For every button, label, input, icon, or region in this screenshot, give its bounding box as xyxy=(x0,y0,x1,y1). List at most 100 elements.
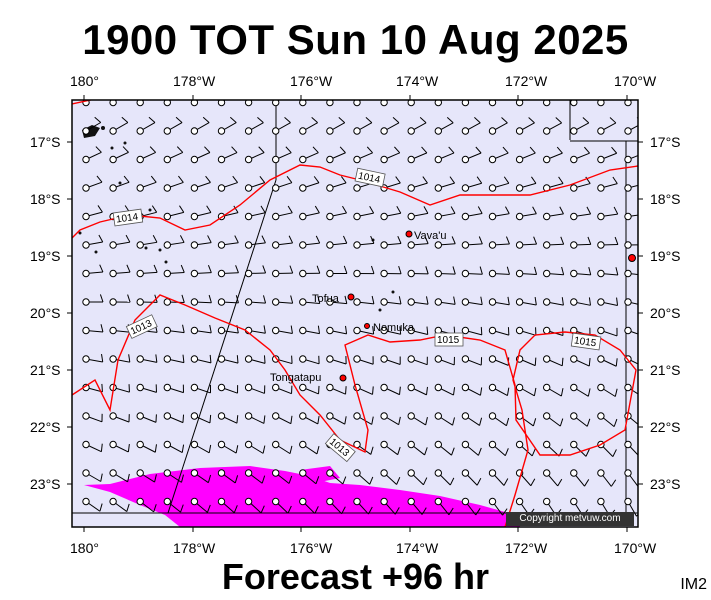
grid-point xyxy=(272,412,280,420)
grid-point xyxy=(380,241,388,249)
grid-point xyxy=(163,241,172,249)
grid-point xyxy=(407,355,415,363)
wind-barb-feather xyxy=(395,176,401,184)
wind-barb-feather xyxy=(392,88,398,93)
wind-barb-feather xyxy=(502,146,509,154)
grid-point xyxy=(570,184,578,192)
wind-barb-feather xyxy=(643,267,645,275)
grid-point xyxy=(136,440,144,449)
grid-point xyxy=(136,355,144,363)
wind-barb-feather xyxy=(233,205,239,213)
grid-point xyxy=(82,326,90,335)
grid-point xyxy=(326,184,334,192)
wind-barb-feather xyxy=(181,294,185,303)
grid-point xyxy=(407,298,415,306)
wind-barb-feather xyxy=(342,205,347,214)
wind-barb-feather xyxy=(615,267,619,276)
grid-point xyxy=(190,355,199,363)
grid-point xyxy=(407,469,415,477)
grid-point xyxy=(190,412,199,420)
grid-point xyxy=(353,269,361,278)
wind-barb-feather xyxy=(175,116,183,123)
grid-point xyxy=(109,326,117,335)
right-lat-label: 23°S xyxy=(650,476,681,492)
wind-barb-feather xyxy=(208,294,212,303)
grid-point xyxy=(407,383,415,392)
grid-point xyxy=(515,440,524,449)
wind-barb-feather xyxy=(425,296,429,305)
wind-barb-feather xyxy=(232,175,239,183)
wind-barb-feather xyxy=(288,235,294,244)
wind-barb-feather xyxy=(100,473,103,482)
grid-point xyxy=(488,497,497,506)
wind-barb-feather xyxy=(477,447,482,456)
grid-point xyxy=(515,383,524,392)
wind-barb-feather xyxy=(340,176,347,184)
wind-barb-feather xyxy=(100,443,103,452)
wind-barb-feather xyxy=(559,206,564,215)
grid-point xyxy=(461,497,470,506)
wind-barb-feather xyxy=(372,326,375,335)
wind-barb-feather xyxy=(504,448,509,456)
isobar-label-group: 1014 1014 1013 1015 1015 1013 xyxy=(112,167,602,463)
right-lat-label: 21°S xyxy=(650,362,681,378)
wind-barb-feather xyxy=(289,445,293,454)
wind-barb-feather xyxy=(337,88,343,93)
grid-point xyxy=(353,155,361,164)
grid-point xyxy=(244,127,253,135)
grid-point xyxy=(434,298,442,306)
wind-barb-feather xyxy=(97,205,103,213)
wind-barb-feather xyxy=(94,116,102,123)
grid-point xyxy=(326,212,334,221)
wind-barb-feather xyxy=(398,296,402,305)
wind-barb-feather xyxy=(397,235,402,244)
grid-point xyxy=(163,326,172,335)
grid-point xyxy=(434,100,442,107)
grid-point xyxy=(244,497,253,506)
grid-point xyxy=(624,184,632,192)
wind-barb-feather xyxy=(560,236,565,245)
grid-point xyxy=(109,298,117,306)
wind-barb-feather xyxy=(148,88,154,93)
wind-barbs xyxy=(82,88,645,517)
wind-barb-feather xyxy=(202,88,208,93)
wind-barb-feather xyxy=(614,236,619,245)
grid-point xyxy=(461,269,470,278)
grid-point xyxy=(488,127,497,135)
grid-point xyxy=(136,298,144,306)
grid-point xyxy=(570,298,578,306)
grid-point xyxy=(109,184,117,192)
place-label: Tongatapu xyxy=(270,372,321,384)
grid-point xyxy=(326,355,334,363)
wind-barb-feather xyxy=(234,475,239,484)
wind-barb-feather xyxy=(93,88,99,93)
grid-point xyxy=(136,155,144,164)
wind-barb-feather xyxy=(640,177,644,184)
grid-point xyxy=(353,497,361,506)
grid-point xyxy=(488,269,497,278)
grid-point xyxy=(543,497,551,506)
wind-barb-feather xyxy=(426,326,429,335)
grid-point xyxy=(272,212,280,221)
wind-barb-feather xyxy=(615,358,618,367)
grid-point xyxy=(244,241,253,249)
grid-point xyxy=(190,383,199,392)
grid-point xyxy=(163,269,172,278)
wind-barb-feather xyxy=(642,389,644,397)
grid-point xyxy=(461,155,470,164)
grid-point xyxy=(190,298,199,306)
grid-point xyxy=(380,355,388,363)
grid-point xyxy=(570,155,578,164)
grid-point xyxy=(461,241,470,249)
wind-barb-feather xyxy=(479,417,483,426)
wind-barb-feather xyxy=(643,359,644,367)
wind-barb-feather xyxy=(209,324,212,333)
grid-point xyxy=(380,326,388,335)
wind-barb-feather xyxy=(371,295,375,304)
wind-barb-feather xyxy=(315,476,320,484)
grid-point xyxy=(380,100,388,107)
wind-barb-feather xyxy=(315,235,321,244)
wind-barb-feather xyxy=(423,206,429,214)
grid-point xyxy=(434,469,442,477)
grid-point xyxy=(597,100,605,107)
